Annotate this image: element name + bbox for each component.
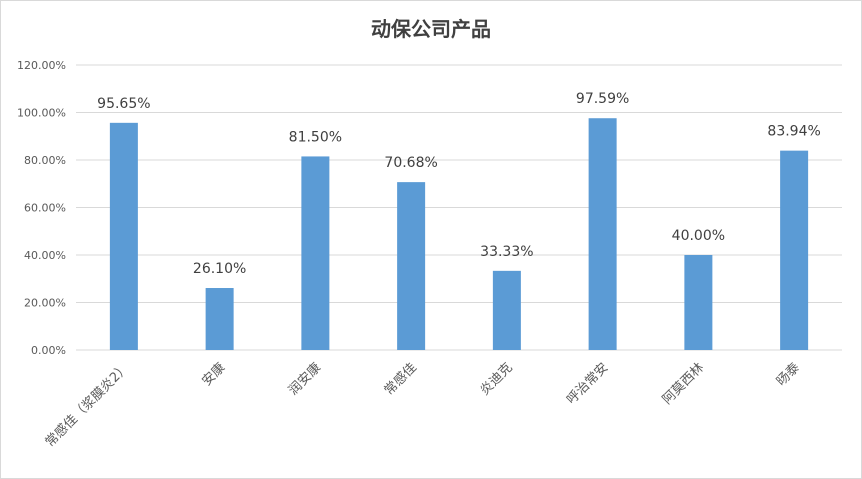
y-tick-label: 100.00% xyxy=(17,107,66,120)
y-tick-label: 40.00% xyxy=(24,249,66,262)
bar xyxy=(301,156,330,350)
y-tick-label: 80.00% xyxy=(24,154,66,167)
bar xyxy=(492,270,521,350)
bar xyxy=(205,288,234,350)
data-label: 95.65% xyxy=(97,96,150,112)
y-tick-label: 120.00% xyxy=(17,59,66,72)
data-label: 40.00% xyxy=(672,228,725,244)
x-tick-label: 常感佳 xyxy=(381,360,420,399)
y-tick-label: 0.00% xyxy=(31,344,66,357)
x-tick-label: 炎迪克 xyxy=(478,360,516,398)
bar xyxy=(397,182,426,350)
data-label: 33.33% xyxy=(480,244,533,260)
bar xyxy=(109,122,138,350)
data-label: 97.59% xyxy=(576,91,629,107)
x-tick-label: 呼治常安 xyxy=(564,360,611,407)
y-tick-label: 20.00% xyxy=(24,297,66,310)
y-tick-label: 60.00% xyxy=(24,202,66,215)
chart-title: 动保公司产品 xyxy=(371,17,491,41)
bar xyxy=(780,150,809,350)
data-label: 81.50% xyxy=(289,129,342,145)
data-label: 83.94% xyxy=(767,124,820,140)
x-tick-label: 阿莫西林 xyxy=(660,360,707,407)
data-label: 70.68% xyxy=(384,155,437,171)
x-tick-label: 润安康 xyxy=(285,360,324,399)
x-tick-label: 旸泰 xyxy=(774,360,803,389)
bar xyxy=(684,255,713,350)
data-label: 26.10% xyxy=(193,261,246,277)
x-tick-label: 常感佳（浆膜炎2） xyxy=(42,360,133,451)
x-tick-label: 安康 xyxy=(199,360,229,390)
bar xyxy=(588,118,617,350)
